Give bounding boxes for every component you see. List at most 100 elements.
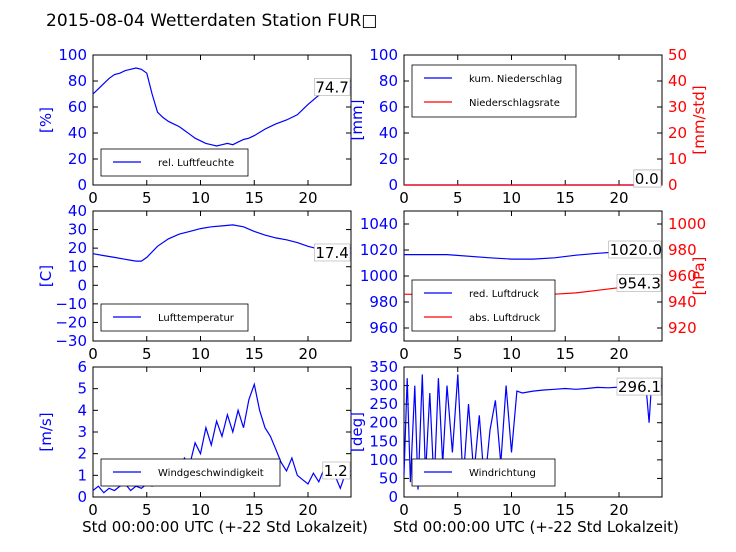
panel-4-ytick-label-2: 2 <box>77 445 87 463</box>
panel-1-ytick-label-4: 80 <box>379 72 398 90</box>
panel-4-xtick-label-1: 5 <box>142 501 152 519</box>
panel-2-annotation: 17.4 <box>315 244 348 262</box>
panel-0-xtick-label-1: 5 <box>142 189 152 207</box>
panel-3-ytick-r-label-4: 1000 <box>668 215 706 233</box>
panel-4-ytick-label-3: 3 <box>77 423 87 441</box>
panel-2-ytick-label-0: −30 <box>55 332 87 350</box>
panel-3-xtick-label-1: 5 <box>453 345 463 363</box>
panel-4-xlabel: Std 00:00:00 UTC (+-22 Std Lokalzeit) <box>82 518 368 536</box>
panel-4-annotation: 1.2 <box>324 462 348 480</box>
panel-3-xtick-label-4: 20 <box>609 345 628 363</box>
panel-1-xtick-label-4: 20 <box>609 189 628 207</box>
panel-0-ytick-label-5: 100 <box>58 46 87 64</box>
panel-3-ytick-label-4: 1040 <box>360 215 398 233</box>
panel-1-ytick-r-label-5: 50 <box>668 46 687 64</box>
panel-5-legend-label-0: Windrichtung <box>469 468 536 479</box>
panel-2-ytick-label-4: 10 <box>68 258 87 276</box>
panel-5-ytick-label-2: 100 <box>369 451 398 469</box>
panel-1-ytick-r-label-2: 20 <box>668 124 687 142</box>
panel-2-legend-label-0: Lufttemperatur <box>158 313 235 324</box>
panel-1-legend-label-1: Niederschlagsrate <box>469 98 560 109</box>
figure-title: 2015-08-04 Wetterdaten Station FUR□ <box>46 11 377 31</box>
panel-0-xtick-label-3: 15 <box>245 189 264 207</box>
panel-1-ylabel: [mm] <box>348 100 366 141</box>
panel-2-ytick-label-2: −10 <box>55 295 87 313</box>
panel-0-annotation: 74.7 <box>315 79 348 97</box>
panel-5-xtick-label-3: 15 <box>556 501 575 519</box>
panel-5-ytick-label-5: 250 <box>369 395 398 413</box>
panel-3-ytick-r-label-2: 960 <box>668 267 697 285</box>
panel-0-annotation-box <box>314 78 351 96</box>
panel-5-xtick-label-2: 10 <box>502 501 521 519</box>
panel-2-series-0 <box>92 224 352 262</box>
panel-4-legend-label-0: Windgeschwindigkeit <box>158 468 264 479</box>
panel-1-ytick-label-2: 40 <box>379 124 398 142</box>
panel-1-xtick-label-2: 10 <box>502 189 521 207</box>
panel-2-ytick-label-5: 20 <box>68 239 87 257</box>
panel-1-ytick-label-1: 20 <box>379 150 398 168</box>
panel-0-ytick-label-2: 40 <box>68 124 87 142</box>
panel-4-ylabel: [m/s] <box>37 412 55 451</box>
panel-3-ytick-label-2: 1000 <box>360 267 398 285</box>
panel-4-xtick-label-2: 10 <box>191 501 210 519</box>
panel-4-annotation-box <box>322 461 351 480</box>
panel-2-xtick-label-2: 10 <box>191 345 210 363</box>
panel-2-ytick-label-1: −20 <box>55 313 87 331</box>
panel-2-ytick-label-7: 40 <box>68 202 87 220</box>
panel-1-ytick-r-label-4: 40 <box>668 72 687 90</box>
panel-5-ylabel: [deg] <box>348 412 366 452</box>
panel-2-xtick-label-0: 0 <box>88 345 98 363</box>
panel-1-ytick-label-5: 100 <box>369 46 398 64</box>
panel-3-legend-box <box>411 279 556 332</box>
panel-5-xtick-label-0: 0 <box>399 501 409 519</box>
panel-5-ytick-label-1: 50 <box>379 469 398 487</box>
panel-1-ytick-r-label-0: 0 <box>668 176 678 194</box>
panel-2-xtick-label-1: 5 <box>142 345 152 363</box>
panel-1-annotation-2-box <box>633 169 662 188</box>
panel-1-xtick-label-0: 0 <box>399 189 409 207</box>
panel-5-annotation: 296.1 <box>618 378 661 396</box>
panel-5-xlabel: Std 00:00:00 UTC (+-22 Std Lokalzeit) <box>393 518 679 536</box>
panel-0-ytick-label-3: 60 <box>68 98 87 116</box>
panel-3-xtick-label-0: 0 <box>399 345 409 363</box>
panel-4-ytick-label-4: 4 <box>77 401 87 419</box>
panel-5-ytick-label-7: 350 <box>369 358 398 376</box>
panel-3-annotation-2: 954.3 <box>618 274 661 292</box>
panel-1-ytick-r-label-3: 30 <box>668 98 687 116</box>
panel-1-xtick-label-1: 5 <box>453 189 463 207</box>
panel-2-xtick-label-4: 20 <box>298 345 317 363</box>
panel-3-ytick-label-1: 980 <box>369 293 398 311</box>
panel-5-annotation-box <box>616 377 662 396</box>
panel-3-annotation: 1020.0 <box>610 241 663 259</box>
panel-0-series-0 <box>92 67 352 147</box>
panel-4-ytick-label-5: 5 <box>77 380 87 398</box>
panel-5-xtick-label-4: 20 <box>609 501 628 519</box>
panel-2-annotation-box <box>314 243 351 262</box>
panel-2-ytick-label-6: 30 <box>68 221 87 239</box>
panel-5-ytick-label-0: 0 <box>388 488 398 506</box>
panel-2-xtick-label-3: 15 <box>245 345 264 363</box>
panel-1-ytick-label-3: 60 <box>379 98 398 116</box>
panel-2-ytick-label-3: 0 <box>77 276 87 294</box>
panel-5-ytick-label-6: 300 <box>369 377 398 395</box>
panel-1-legend-box <box>411 64 577 118</box>
panel-1-ytick-label-0: 0 <box>388 176 398 194</box>
panel-4-xtick-label-3: 15 <box>245 501 264 519</box>
panel-0-ytick-label-0: 0 <box>77 176 87 194</box>
panel-3-annotation-2-box <box>616 274 662 292</box>
panel-0-xtick-label-0: 0 <box>88 189 98 207</box>
panel-3-ylabel-right: [hPa] <box>690 257 708 296</box>
panel-1-ylabel-right: [mm/std] <box>690 85 708 154</box>
panel-4-xtick-label-0: 0 <box>88 501 98 519</box>
panel-3-ytick-label-0: 960 <box>369 319 398 337</box>
panel-3-ytick-r-label-0: 920 <box>668 319 697 337</box>
panel-3-annotation-box <box>608 240 662 259</box>
panel-0-xtick-label-2: 10 <box>191 189 210 207</box>
panel-5-ytick-label-3: 150 <box>369 432 398 450</box>
panel-3-xtick-label-2: 10 <box>502 345 521 363</box>
panel-2-ylabel: [C] <box>37 265 55 287</box>
panel-3-ytick-r-label-1: 940 <box>668 293 697 311</box>
panel-0-xtick-label-4: 20 <box>298 189 317 207</box>
